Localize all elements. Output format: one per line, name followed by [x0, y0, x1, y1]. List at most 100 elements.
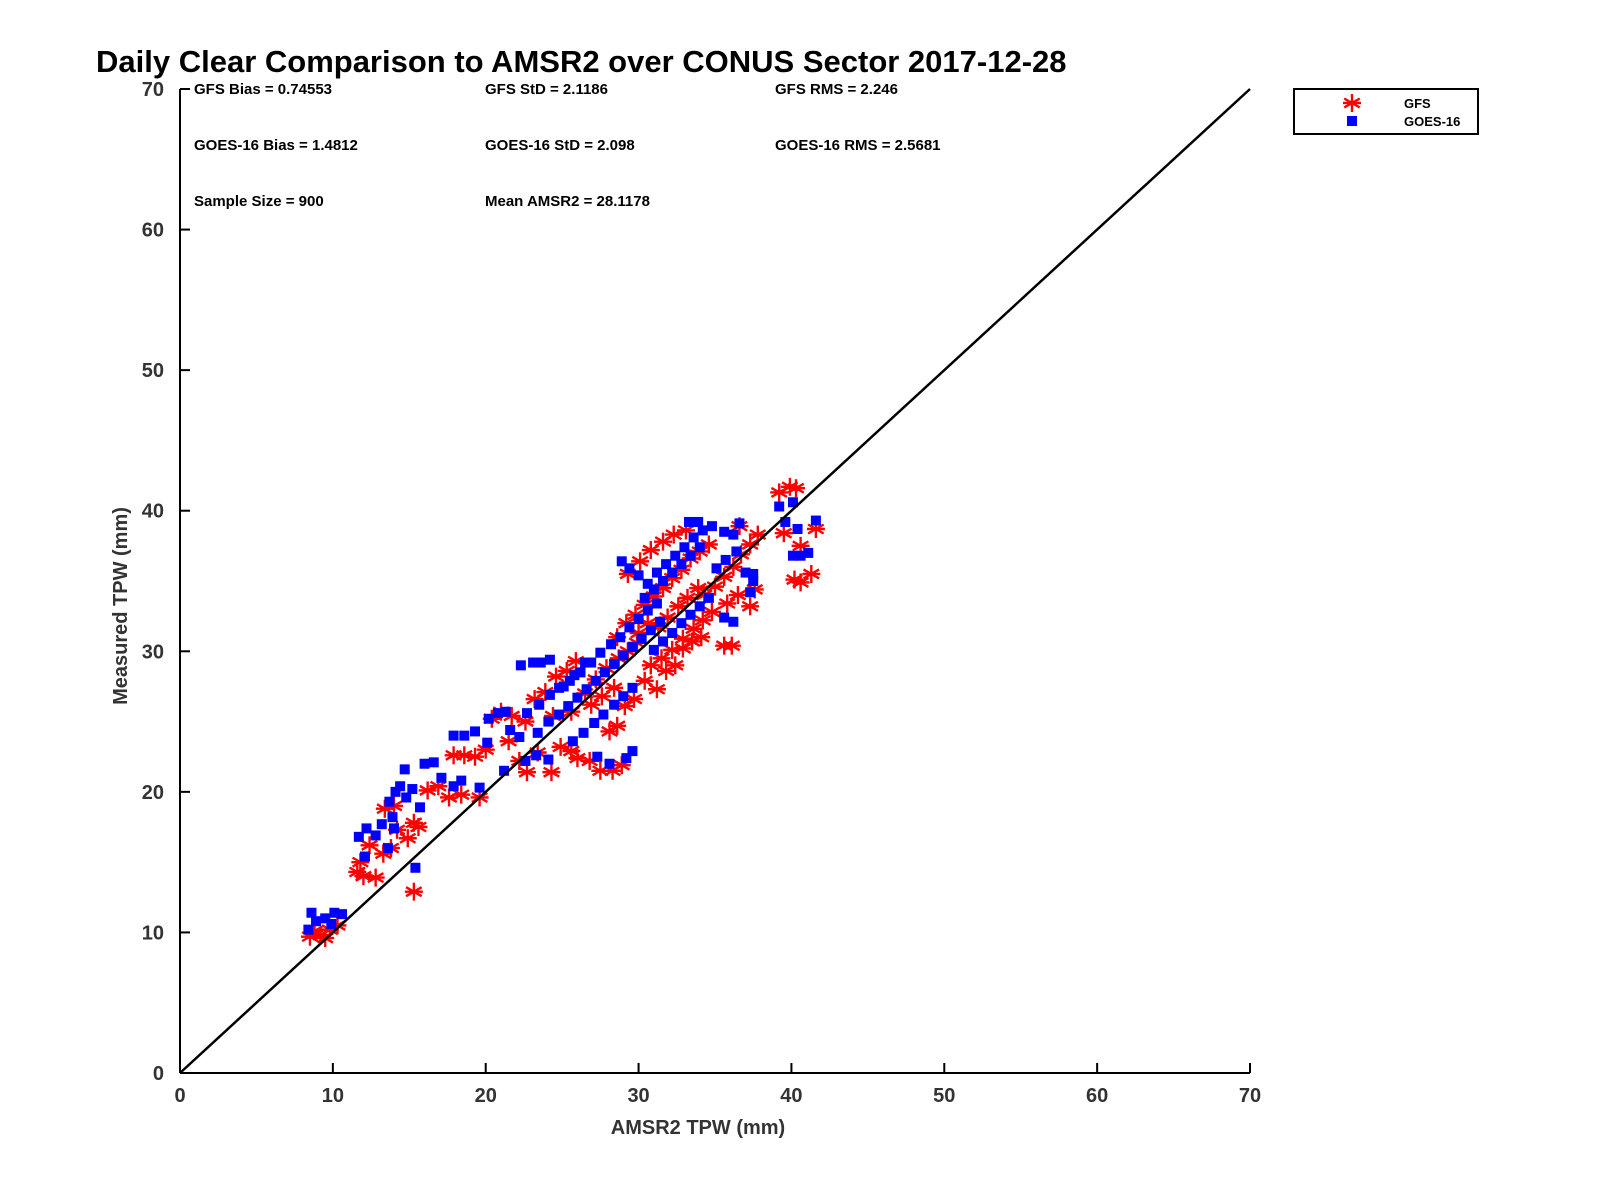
goes16-point	[326, 918, 337, 929]
goes16-point	[693, 516, 704, 527]
goes16-point	[572, 692, 583, 703]
goes16-point	[564, 675, 575, 686]
goes16-point	[482, 737, 493, 748]
gfs-point	[647, 680, 666, 699]
goes16-point	[407, 784, 418, 795]
gfs-point	[398, 829, 417, 848]
gfs-point	[741, 597, 760, 616]
goes16-point	[658, 576, 669, 586]
gfs-point	[722, 636, 741, 655]
y-tick-label: 60	[142, 220, 164, 242]
goes16-point	[651, 598, 662, 609]
goes16-point	[448, 781, 459, 792]
goes16-point	[578, 727, 589, 738]
gfs-point	[409, 818, 428, 836]
gfs-point	[452, 785, 471, 804]
goes16-point	[544, 654, 555, 665]
stat-text: Sample Size = 900	[194, 193, 324, 210]
goes16-point	[697, 525, 708, 536]
gfs-point	[666, 656, 685, 675]
gfs-point	[791, 573, 810, 592]
goes16-point	[728, 616, 739, 627]
stat-text: GOES-16 Bias = 1.4812	[194, 137, 358, 154]
goes16-point	[787, 497, 798, 508]
goes16-point	[748, 568, 759, 579]
goes16-point	[609, 699, 620, 710]
legend-label: GOES-16	[1404, 114, 1460, 129]
goes16-point	[361, 823, 372, 834]
goes16-point	[500, 706, 511, 717]
goes16-point	[592, 751, 603, 762]
series-goes-16	[303, 497, 821, 935]
goes16-point	[679, 542, 690, 553]
goes16-point	[554, 682, 565, 693]
goes16-point	[384, 796, 395, 807]
goes16-point	[633, 613, 644, 624]
gfs-point	[718, 594, 737, 613]
gfs-point	[774, 524, 793, 543]
goes16-point	[337, 909, 348, 920]
goes16-point	[654, 616, 665, 627]
y-tick-label: 50	[142, 360, 164, 382]
goes16-point	[648, 584, 659, 595]
goes16-point	[615, 632, 626, 643]
goes16-point	[694, 601, 705, 612]
goes16-point	[624, 622, 635, 633]
gfs-point	[517, 763, 536, 782]
goes16-point	[810, 515, 821, 526]
series-gfs	[300, 477, 825, 948]
goes16-point	[661, 559, 672, 570]
stat-text: GFS RMS = 2.246	[775, 81, 898, 98]
goes16-point	[719, 612, 730, 623]
goes16-point	[531, 750, 542, 761]
gfs-point	[418, 781, 437, 800]
goes16-point	[598, 709, 609, 720]
legend-goes16-marker	[1347, 116, 1357, 126]
gfs-point	[673, 629, 692, 648]
chart-title: Daily Clear Comparison to AMSR2 over CON…	[96, 44, 1067, 79]
goes16-point	[627, 682, 638, 693]
goes16-point	[803, 547, 814, 558]
goes16-point	[520, 755, 531, 766]
legend-gfs-marker	[1343, 94, 1361, 112]
goes16-point	[483, 713, 494, 724]
goes16-point	[554, 709, 565, 720]
gfs-point	[676, 521, 695, 540]
gfs-point	[715, 567, 734, 586]
goes16-point	[618, 650, 629, 661]
goes16-point	[740, 567, 751, 578]
x-tick-label: 20	[475, 1085, 497, 1107]
goes16-point	[410, 862, 421, 873]
goes16-point	[414, 802, 425, 813]
goes16-point	[731, 546, 742, 557]
goes16-point	[311, 916, 322, 927]
reference-line	[179, 88, 1251, 1074]
goes16-point	[535, 657, 546, 668]
goes16-point	[419, 758, 430, 769]
stat-text: GOES-16 StD = 2.098	[485, 137, 635, 154]
goes16-point	[569, 670, 580, 681]
gfs-point	[605, 678, 624, 697]
goes16-point	[616, 556, 627, 567]
goes16-point	[670, 550, 681, 561]
goes16-point	[370, 830, 381, 841]
gfs-point	[664, 525, 683, 544]
goes16-point	[401, 792, 412, 803]
goes16-point	[734, 518, 745, 529]
goes16-point	[448, 730, 459, 741]
gfs-point	[652, 649, 671, 668]
goes16-point	[606, 639, 617, 650]
goes16-point	[694, 542, 705, 553]
goes16-point	[515, 660, 526, 671]
goes16-point	[320, 913, 331, 924]
goes16-point	[390, 786, 401, 797]
goes16-point	[492, 708, 503, 719]
goes16-point	[720, 554, 731, 565]
goes16-point	[456, 775, 467, 786]
y-tick-label: 0	[153, 1063, 164, 1085]
goes16-point	[774, 501, 785, 512]
goes16-point	[514, 732, 525, 743]
goes16-point	[590, 675, 601, 686]
